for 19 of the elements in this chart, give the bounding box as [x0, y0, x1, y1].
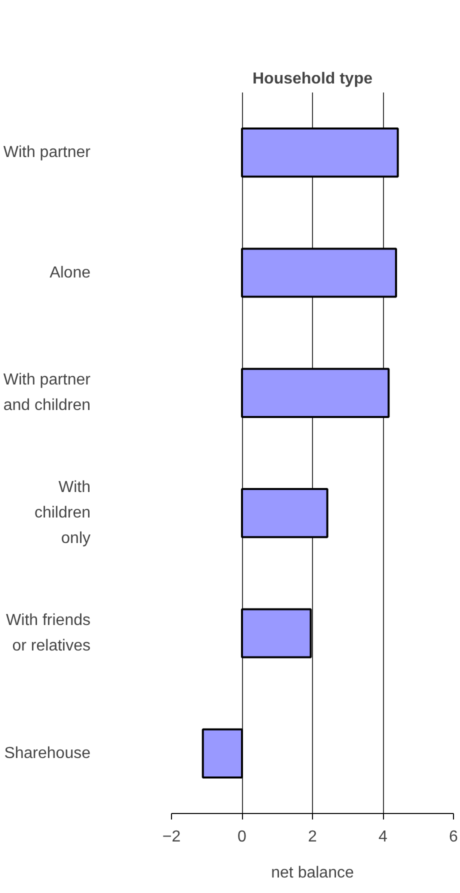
y-tick-label: Alone [50, 264, 91, 282]
y-tick-label: With partner and children [3, 372, 92, 414]
bar [241, 248, 398, 298]
y-tick-label: With partner [3, 144, 92, 162]
bar [202, 728, 243, 778]
x-tick-label: 0 [238, 828, 247, 846]
y-tick-label: With friends or relatives [6, 612, 90, 654]
x-tick-label: 6 [449, 828, 458, 846]
bar [241, 488, 328, 538]
y-tick-label: With children only [34, 479, 91, 548]
chart-title: Household type [252, 70, 373, 88]
bar [241, 608, 312, 658]
y-tick-label: Sharehouse [4, 744, 91, 762]
x-tick-label: −2 [162, 828, 181, 846]
bar [241, 368, 390, 418]
x-tick-label: 2 [308, 828, 318, 846]
x-axis-title: net balance [271, 864, 354, 882]
bar [241, 128, 399, 178]
x-tick-label: 4 [378, 828, 388, 846]
